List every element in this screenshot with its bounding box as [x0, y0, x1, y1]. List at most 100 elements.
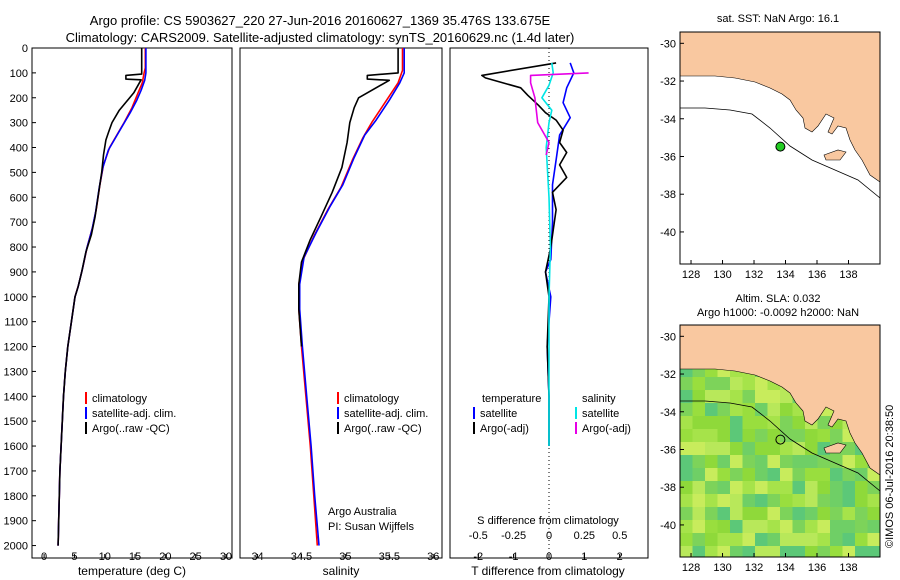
sla-field-cell [680, 468, 693, 482]
sla-field-cell [705, 507, 718, 521]
difference-series [480, 62, 589, 446]
sla-field-cell [817, 429, 831, 443]
sla-field-cell [680, 416, 693, 430]
sla-field-cell [767, 442, 781, 456]
sla-field-cell [767, 494, 781, 508]
sla-field-cell [830, 507, 843, 521]
sla-field-cell [830, 520, 843, 534]
difference-legend: temperature satellite Argo(-adj) salinit… [473, 393, 631, 435]
series-line-t-argo-adj [480, 62, 568, 446]
sla-field-cell [742, 507, 756, 521]
series-line-argo-raw-qc [297, 48, 399, 347]
sla-field-cell [717, 481, 731, 495]
sla-field-cell [705, 468, 718, 482]
sla-field-cell [692, 416, 706, 430]
sla-field-cell [805, 520, 818, 534]
sla-map-island [823, 442, 847, 454]
sla-field-cell [755, 377, 768, 391]
sla-field-cell [780, 507, 793, 521]
sla-field-cell [755, 416, 768, 430]
sla-field-cell [780, 442, 793, 456]
sst-map-lon-ticks: 128 130 132 134 136 138 [682, 260, 858, 281]
temperature-x-tick-label: 5 [71, 551, 77, 563]
sla-field-cell [842, 533, 856, 547]
sla-field-cell [717, 442, 731, 456]
salinity-series [297, 48, 406, 546]
depth-tick-label: 100 [10, 68, 28, 80]
legend-label-argo: Argo(..raw -QC) [344, 423, 422, 435]
sla-field-cell [742, 481, 756, 495]
sla-field-cell [780, 533, 793, 547]
sla-field-cell [830, 429, 843, 443]
temperature-series [57, 48, 147, 546]
sla-field-cell [805, 533, 818, 547]
legend-label-s-argo: Argo(-adj) [582, 423, 631, 435]
sla-field-cell [767, 533, 781, 547]
series-line-s-satellite [541, 62, 555, 446]
temperature-plot-frame [31, 47, 233, 559]
depth-tick-label: 1400 [4, 391, 28, 403]
sla-field-cell [780, 468, 793, 482]
sla-field-cell [692, 390, 706, 404]
sla-field-cell [755, 520, 768, 534]
sla-map-land [680, 325, 880, 476]
salinity-x-tick-label: 36 [427, 551, 439, 563]
sla-field-cell [817, 494, 831, 508]
sla-field-cell [680, 390, 693, 404]
sla-field-cell [680, 533, 693, 547]
sla-field-cell [705, 403, 718, 417]
temperature-x-label: temperature (deg C) [78, 564, 186, 578]
sla-field-cell [692, 455, 706, 469]
sla-field-cell [692, 403, 706, 417]
salinity-x-label: salinity [323, 564, 360, 578]
sla-map-title: Altim. SLA: 0.032 [736, 293, 821, 305]
temperature-x-tick-label: 25 [190, 551, 202, 563]
sla-field-cell [805, 468, 818, 482]
sla-field-cell [867, 520, 880, 534]
sla-field-cell [730, 390, 743, 404]
salinity-x-tick-label: 34.5 [291, 551, 312, 563]
header-subtitle: Climatology: CARS2009. Satellite-adjuste… [66, 30, 575, 45]
sla-field-cell [705, 429, 718, 443]
sla-field-cell [805, 442, 818, 456]
sla-field-cell [692, 481, 706, 495]
sst-map-argo-location-marker [775, 141, 786, 152]
legend-label-climatology: climatology [92, 393, 148, 405]
sla-field-cell [730, 403, 743, 417]
sla-field-cell [705, 520, 718, 534]
lat-tick-label: -32 [660, 76, 676, 88]
sla-field-cell [842, 520, 856, 534]
sla-field-cell [717, 546, 731, 557]
sla-field-cell [855, 533, 868, 547]
sla-field-cell [817, 481, 831, 495]
sla-field-cell [842, 507, 856, 521]
s-difference-x-tick-label: 0.5 [612, 530, 627, 542]
sla-field-cell [767, 403, 781, 417]
depth-tick-label: 700 [10, 217, 28, 229]
sla-field-cell [792, 494, 806, 508]
sla-field-cell [717, 416, 731, 430]
lat-tick-label: -34 [660, 114, 676, 126]
sla-field-cell [867, 507, 880, 521]
sla-field-cell [742, 403, 756, 417]
series-line-argo-raw-qc [57, 48, 143, 546]
sla-map-lat-ticks: -30 -32 -34 -36 -38 -40 [660, 331, 684, 532]
sst-map-panel: sat. SST: NaN Argo: 16.1 128 130 132 134 136… [660, 13, 881, 281]
sla-field-cell [767, 429, 781, 443]
legend-label-t-satellite: satellite [480, 408, 517, 420]
sla-map-subtitle: Argo h1000: -0.0092 h2000: NaN [697, 307, 859, 319]
depth-tick-label: 1000 [4, 292, 28, 304]
sla-field-cell [855, 507, 868, 521]
sla-field-cell [805, 546, 818, 557]
temperature-panel: 0100200300400500600700800900100011001200… [4, 43, 233, 578]
temperature-x-tick-label: 0 [41, 551, 47, 563]
sla-field-cell [755, 546, 768, 557]
sla-field-cell [730, 442, 743, 456]
sla-field-cell [830, 468, 843, 482]
sla-field-cell [842, 455, 856, 469]
sla-field-cell [717, 429, 731, 443]
sla-field-cell [755, 390, 768, 404]
salinity-plot-frame [239, 47, 443, 559]
legend-title-temperature: temperature [482, 393, 541, 405]
